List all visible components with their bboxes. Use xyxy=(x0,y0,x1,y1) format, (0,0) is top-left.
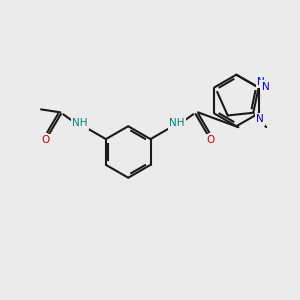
Text: N: N xyxy=(262,82,269,92)
Text: N: N xyxy=(256,114,263,124)
Text: O: O xyxy=(207,135,215,145)
Text: NH: NH xyxy=(169,118,184,128)
Text: N: N xyxy=(257,76,265,87)
Text: O: O xyxy=(41,135,50,145)
Text: NH: NH xyxy=(72,118,87,128)
